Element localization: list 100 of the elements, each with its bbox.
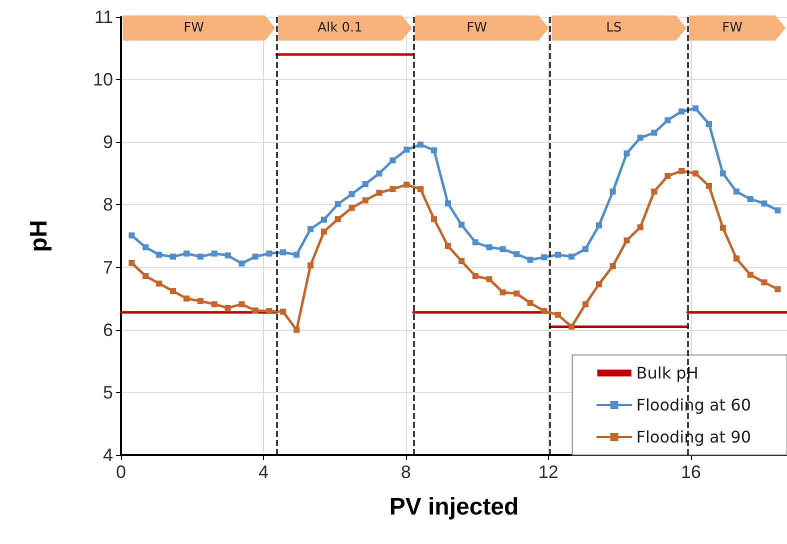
x-axis-title: PV injected	[389, 494, 519, 520]
point	[733, 188, 740, 195]
point	[238, 260, 245, 267]
x-tick-label: 0	[116, 462, 126, 482]
point	[362, 181, 368, 188]
point	[156, 280, 162, 287]
point	[197, 254, 204, 260]
point	[444, 200, 451, 206]
point	[431, 216, 438, 222]
point	[458, 258, 464, 264]
point	[541, 254, 548, 260]
point	[458, 222, 464, 228]
point	[224, 304, 231, 311]
point	[582, 301, 588, 308]
point	[664, 117, 671, 124]
point	[706, 120, 712, 127]
point	[472, 239, 478, 246]
point	[252, 307, 258, 314]
point	[706, 182, 712, 189]
point	[554, 252, 561, 258]
point	[527, 300, 534, 306]
point	[184, 250, 190, 257]
legend-label: Bulk pH	[636, 364, 698, 382]
point	[184, 296, 190, 302]
band-label: Alk 0.1	[318, 20, 362, 36]
y-tick-label: 6	[102, 320, 113, 340]
point	[170, 254, 176, 260]
y-tick-label: 8	[102, 194, 113, 215]
y-tick-label: 9	[102, 132, 113, 152]
point	[500, 289, 506, 296]
legend-label: Flooding at 90	[636, 428, 751, 446]
point	[527, 256, 534, 263]
point	[678, 108, 685, 114]
y-tick-label: 10	[92, 70, 113, 90]
point	[334, 216, 341, 222]
y-axis-title: pH	[26, 220, 52, 252]
point	[774, 207, 781, 214]
point	[307, 226, 314, 232]
point	[362, 197, 368, 204]
point	[472, 273, 478, 280]
point	[761, 279, 768, 286]
point	[486, 276, 492, 282]
point	[390, 157, 396, 164]
point	[418, 186, 424, 192]
point	[211, 250, 218, 257]
band-label: FW	[722, 20, 743, 36]
point	[211, 301, 218, 308]
point	[554, 312, 561, 318]
point	[418, 142, 424, 148]
point	[651, 130, 658, 136]
point	[266, 250, 272, 257]
point	[294, 326, 300, 333]
point	[582, 246, 588, 252]
point	[514, 290, 520, 297]
band-label: FW	[466, 20, 488, 36]
point	[664, 172, 671, 179]
y-tick-label: 7	[102, 257, 113, 278]
x-tick-label: 12	[538, 462, 558, 482]
point	[774, 286, 781, 292]
point	[128, 232, 135, 238]
y-tick-label: 5	[102, 382, 113, 402]
band-label: FW	[184, 20, 204, 36]
point	[156, 252, 162, 258]
y-tick-label: 4	[102, 445, 113, 465]
point	[541, 308, 548, 314]
point	[404, 146, 410, 153]
point	[610, 188, 616, 195]
point	[720, 224, 726, 231]
point	[142, 244, 149, 250]
y-tick-label: 11	[94, 7, 113, 27]
point	[266, 308, 272, 314]
point	[170, 288, 176, 294]
point	[431, 147, 438, 154]
point	[376, 190, 382, 196]
point	[348, 204, 355, 211]
point	[142, 273, 149, 280]
band-label: LS	[606, 20, 622, 36]
point	[197, 298, 204, 304]
x-tick-label: 8	[400, 462, 411, 482]
point	[761, 200, 768, 206]
point	[637, 224, 644, 230]
point	[321, 216, 328, 223]
point	[596, 222, 602, 228]
legend-label: Flooding at 60	[636, 396, 751, 414]
point	[334, 201, 341, 208]
x-tick-label: 4	[258, 462, 268, 482]
point	[678, 168, 685, 174]
point	[280, 249, 286, 256]
point	[404, 182, 410, 188]
point	[486, 244, 492, 250]
point	[720, 170, 726, 176]
point	[610, 263, 616, 270]
point	[376, 170, 382, 176]
point	[321, 228, 328, 235]
point	[596, 281, 602, 288]
point	[444, 243, 451, 250]
point	[224, 252, 231, 258]
point	[238, 301, 245, 308]
point	[128, 260, 135, 266]
point	[747, 196, 754, 202]
